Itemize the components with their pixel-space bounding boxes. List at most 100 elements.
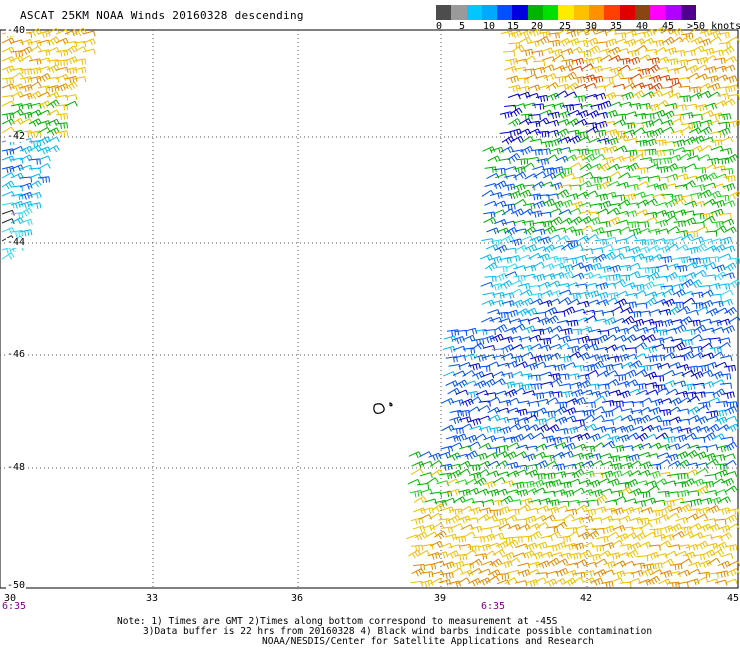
wind-barb bbox=[527, 128, 541, 136]
wind-barb bbox=[582, 364, 596, 372]
wind-barb bbox=[537, 281, 551, 289]
wind-barb bbox=[477, 460, 491, 468]
wind-barb bbox=[670, 563, 683, 571]
wind-barb bbox=[535, 521, 549, 529]
wind-barb bbox=[483, 211, 496, 218]
wind-barb bbox=[722, 245, 736, 253]
wind-barb bbox=[483, 217, 497, 225]
wind-barb bbox=[594, 120, 608, 129]
wind-barb bbox=[637, 246, 651, 254]
wind-barb bbox=[483, 329, 496, 336]
wind-barb bbox=[492, 209, 506, 216]
wind-barb bbox=[475, 389, 489, 396]
wind-barb bbox=[565, 82, 579, 92]
wind-barb bbox=[484, 275, 497, 283]
wind-barb bbox=[644, 355, 658, 363]
wind-barb bbox=[610, 363, 624, 369]
wind-barb bbox=[1, 218, 15, 224]
wind-barb bbox=[641, 37, 655, 45]
wind-barb bbox=[607, 46, 621, 56]
wind-barb bbox=[547, 234, 561, 241]
wind-barb bbox=[682, 210, 695, 217]
wind-barb bbox=[659, 256, 673, 263]
wind-barb bbox=[527, 156, 540, 163]
wind-barb bbox=[504, 514, 518, 522]
wind-barb bbox=[478, 543, 491, 552]
wind-barb bbox=[499, 192, 513, 199]
wind-barb bbox=[512, 323, 526, 331]
wind-barb bbox=[662, 140, 676, 147]
wind-barb bbox=[675, 173, 689, 181]
wind-barb bbox=[486, 227, 500, 235]
wind-barb bbox=[28, 81, 42, 89]
wind-barb bbox=[650, 509, 663, 517]
wind-barb bbox=[544, 544, 558, 552]
colorbar-swatch bbox=[573, 5, 589, 20]
colorbar-swatch bbox=[588, 5, 605, 20]
wind-barb bbox=[680, 279, 694, 288]
wind-barb bbox=[532, 328, 545, 336]
wind-barb bbox=[631, 90, 645, 99]
wind-barb bbox=[497, 362, 510, 369]
wind-barb bbox=[724, 485, 738, 493]
wind-barb bbox=[549, 436, 562, 445]
wind-barb bbox=[685, 65, 699, 74]
wind-barb bbox=[525, 507, 539, 514]
wind-barb bbox=[669, 523, 683, 532]
wind-barb bbox=[512, 387, 526, 395]
wind-barb bbox=[728, 316, 740, 323]
wind-barb bbox=[453, 354, 467, 361]
wind-barb bbox=[484, 262, 498, 271]
wind-barb bbox=[675, 244, 689, 252]
wind-barb bbox=[560, 167, 573, 175]
wind-barb bbox=[687, 406, 701, 415]
wind-barb bbox=[504, 389, 518, 398]
wind-barb bbox=[445, 380, 459, 388]
wind-barb bbox=[496, 311, 509, 319]
wind-barb bbox=[528, 252, 542, 260]
wind-barb bbox=[571, 577, 584, 585]
wind-barb bbox=[624, 210, 638, 218]
wind-barb bbox=[591, 360, 605, 370]
wind-barb bbox=[608, 389, 622, 397]
island-outline bbox=[373, 402, 393, 414]
wind-barb bbox=[706, 505, 720, 514]
wind-barb bbox=[10, 103, 24, 110]
wind-barb bbox=[719, 355, 733, 362]
colorbar-label: 0 bbox=[436, 21, 443, 32]
wind-barb bbox=[507, 557, 521, 565]
wind-barb bbox=[617, 64, 631, 72]
wind-barb bbox=[491, 299, 504, 307]
wind-barb bbox=[521, 432, 535, 441]
wind-barb bbox=[582, 309, 596, 316]
wind-barb bbox=[524, 414, 538, 421]
wind-barb bbox=[524, 244, 538, 253]
wind-barb bbox=[683, 49, 696, 57]
wind-barb bbox=[569, 46, 583, 54]
wind-barb bbox=[462, 370, 476, 377]
wind-barb bbox=[711, 49, 724, 57]
wind-barb bbox=[553, 171, 567, 179]
wind-barb bbox=[525, 362, 539, 371]
wind-barb bbox=[724, 75, 738, 84]
wind-barb bbox=[563, 577, 577, 587]
wind-barb bbox=[580, 225, 594, 232]
wind-barb bbox=[557, 235, 570, 243]
wind-barb bbox=[521, 135, 535, 144]
wind-barb bbox=[664, 47, 678, 56]
wind-barb bbox=[549, 147, 563, 155]
wind-barb bbox=[717, 194, 730, 202]
wind-barb bbox=[590, 75, 604, 84]
wind-barb bbox=[488, 447, 501, 454]
wind-barb bbox=[506, 489, 519, 496]
wind-barb bbox=[82, 30, 96, 37]
wind-barb bbox=[19, 111, 33, 120]
wind-barb bbox=[653, 384, 666, 391]
wind-barb bbox=[478, 415, 491, 422]
wind-barb bbox=[610, 539, 624, 547]
wind-barb bbox=[500, 146, 514, 154]
wind-barb bbox=[457, 409, 471, 417]
wind-barb bbox=[581, 58, 595, 66]
wind-barb bbox=[699, 318, 712, 325]
wind-barb bbox=[629, 417, 643, 425]
